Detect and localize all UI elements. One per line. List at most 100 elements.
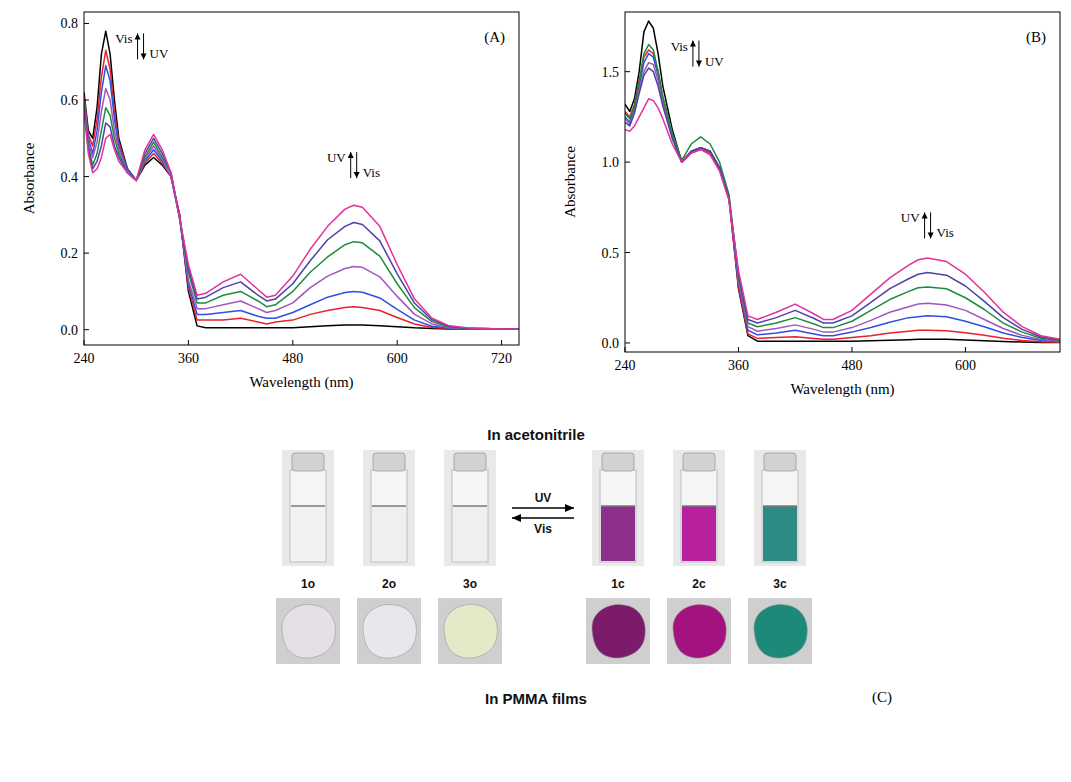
cuvette-cap	[683, 453, 715, 471]
spectrum-line	[625, 21, 1060, 343]
photo-ground	[276, 598, 340, 664]
x-tick-label: 240	[615, 358, 636, 373]
cuvette	[282, 450, 334, 566]
annotation: VisUV	[115, 31, 169, 61]
spectrum-line	[84, 112, 519, 329]
cuvette-cap	[764, 453, 796, 471]
spectrum-line	[625, 63, 1060, 342]
y-tick-label: 0.0	[61, 323, 79, 338]
down-arrow-head	[696, 61, 702, 67]
up-arrow-head	[690, 41, 696, 47]
x-tick-label: 720	[491, 351, 512, 366]
film-spot	[444, 604, 497, 658]
panel-label: (B)	[1026, 29, 1046, 46]
sample-label: 1o	[301, 577, 315, 591]
x-tick	[851, 347, 852, 352]
film	[667, 598, 731, 664]
panel-label: (A)	[484, 29, 505, 46]
backward-arrow	[512, 517, 574, 518]
meniscus	[372, 505, 406, 507]
spectrum-line	[625, 45, 1060, 341]
y-tick	[625, 342, 630, 343]
film	[276, 598, 340, 664]
solution	[453, 506, 487, 561]
arrow-label: Vis	[534, 522, 552, 536]
photo-ground	[748, 598, 812, 664]
y-tick	[625, 162, 630, 163]
film	[438, 598, 502, 664]
spectrum-line	[84, 104, 519, 329]
x-tick	[625, 347, 626, 352]
cuvette	[673, 450, 725, 566]
y-tick-label: 1.5	[602, 65, 620, 80]
sample-label: 2o	[382, 577, 396, 591]
cuvette	[444, 450, 496, 566]
y-tick-label: 0.4	[61, 170, 79, 185]
cuvette-cap	[373, 453, 405, 471]
spectrum-line	[625, 50, 1060, 342]
solution	[291, 506, 325, 561]
photo-ground	[357, 598, 421, 664]
cuvette-body	[452, 470, 488, 562]
spectrum-line	[84, 50, 519, 329]
up-arrow-head	[135, 33, 141, 39]
photo-ground	[363, 450, 415, 566]
x-tick-label: 600	[387, 351, 408, 366]
meniscus	[291, 505, 325, 507]
annotation-text: UV	[705, 54, 724, 69]
meniscus	[453, 505, 487, 507]
film-spot	[363, 604, 416, 658]
photo-ground	[438, 598, 502, 664]
x-tick-label: 600	[955, 358, 976, 373]
panel-label: (C)	[872, 689, 892, 706]
film	[586, 598, 650, 664]
x-tick-label: 360	[728, 358, 749, 373]
annotation-text: Vis	[363, 165, 380, 180]
solution	[682, 506, 716, 561]
solution	[763, 506, 797, 561]
cuvette-body	[681, 470, 717, 562]
film-spot	[282, 604, 335, 658]
forward-arrow	[512, 507, 574, 508]
film-spot	[592, 604, 645, 658]
spectrum-line	[625, 99, 1060, 340]
x-tick	[501, 340, 502, 345]
photo-ground	[586, 598, 650, 664]
y-tick	[84, 23, 89, 24]
y-axis-title: Absorbance	[21, 142, 37, 214]
spectrum-line	[625, 68, 1060, 340]
annotation-text: Vis	[671, 39, 688, 54]
down-arrow-head	[928, 232, 934, 238]
y-tick	[84, 253, 89, 254]
plot-frame	[625, 12, 1060, 352]
x-tick	[965, 347, 966, 352]
y-tick	[84, 176, 89, 177]
y-tick-label: 1.0	[602, 155, 620, 170]
annotation-text: UV	[901, 210, 920, 225]
figure: 2403604806007200.00.20.40.60.8Wavelength…	[0, 0, 1071, 782]
annotation: UV Vis	[901, 210, 954, 240]
x-tick-label: 480	[841, 358, 862, 373]
cuvette-body	[600, 470, 636, 562]
x-axis-title: Wavelength (nm)	[249, 374, 353, 391]
panel-0: 2403604806007200.00.20.40.60.8Wavelength…	[21, 12, 519, 391]
x-tick	[84, 340, 85, 345]
film	[748, 598, 812, 664]
annotation: UV Vis	[327, 150, 380, 180]
y-tick-label: 0.2	[61, 246, 79, 261]
plot-frame	[84, 12, 519, 345]
down-arrow-head	[354, 172, 360, 178]
annotation-text: UV	[327, 150, 346, 165]
down-arrow-head	[141, 53, 147, 59]
film	[357, 598, 421, 664]
sample-label: 1c	[611, 577, 625, 591]
annotation: Vis UV	[671, 39, 725, 69]
forward-arrow-head	[565, 504, 574, 512]
arrow-label: UV	[535, 491, 552, 505]
photo-ground	[592, 450, 644, 566]
panel-c-title: In acetonitrile	[487, 426, 585, 443]
panel-c-title: In PMMA films	[485, 690, 587, 707]
photo-ground	[444, 450, 496, 566]
y-tick-label: 0.8	[61, 16, 79, 31]
annotation-text: Vis	[937, 225, 954, 240]
